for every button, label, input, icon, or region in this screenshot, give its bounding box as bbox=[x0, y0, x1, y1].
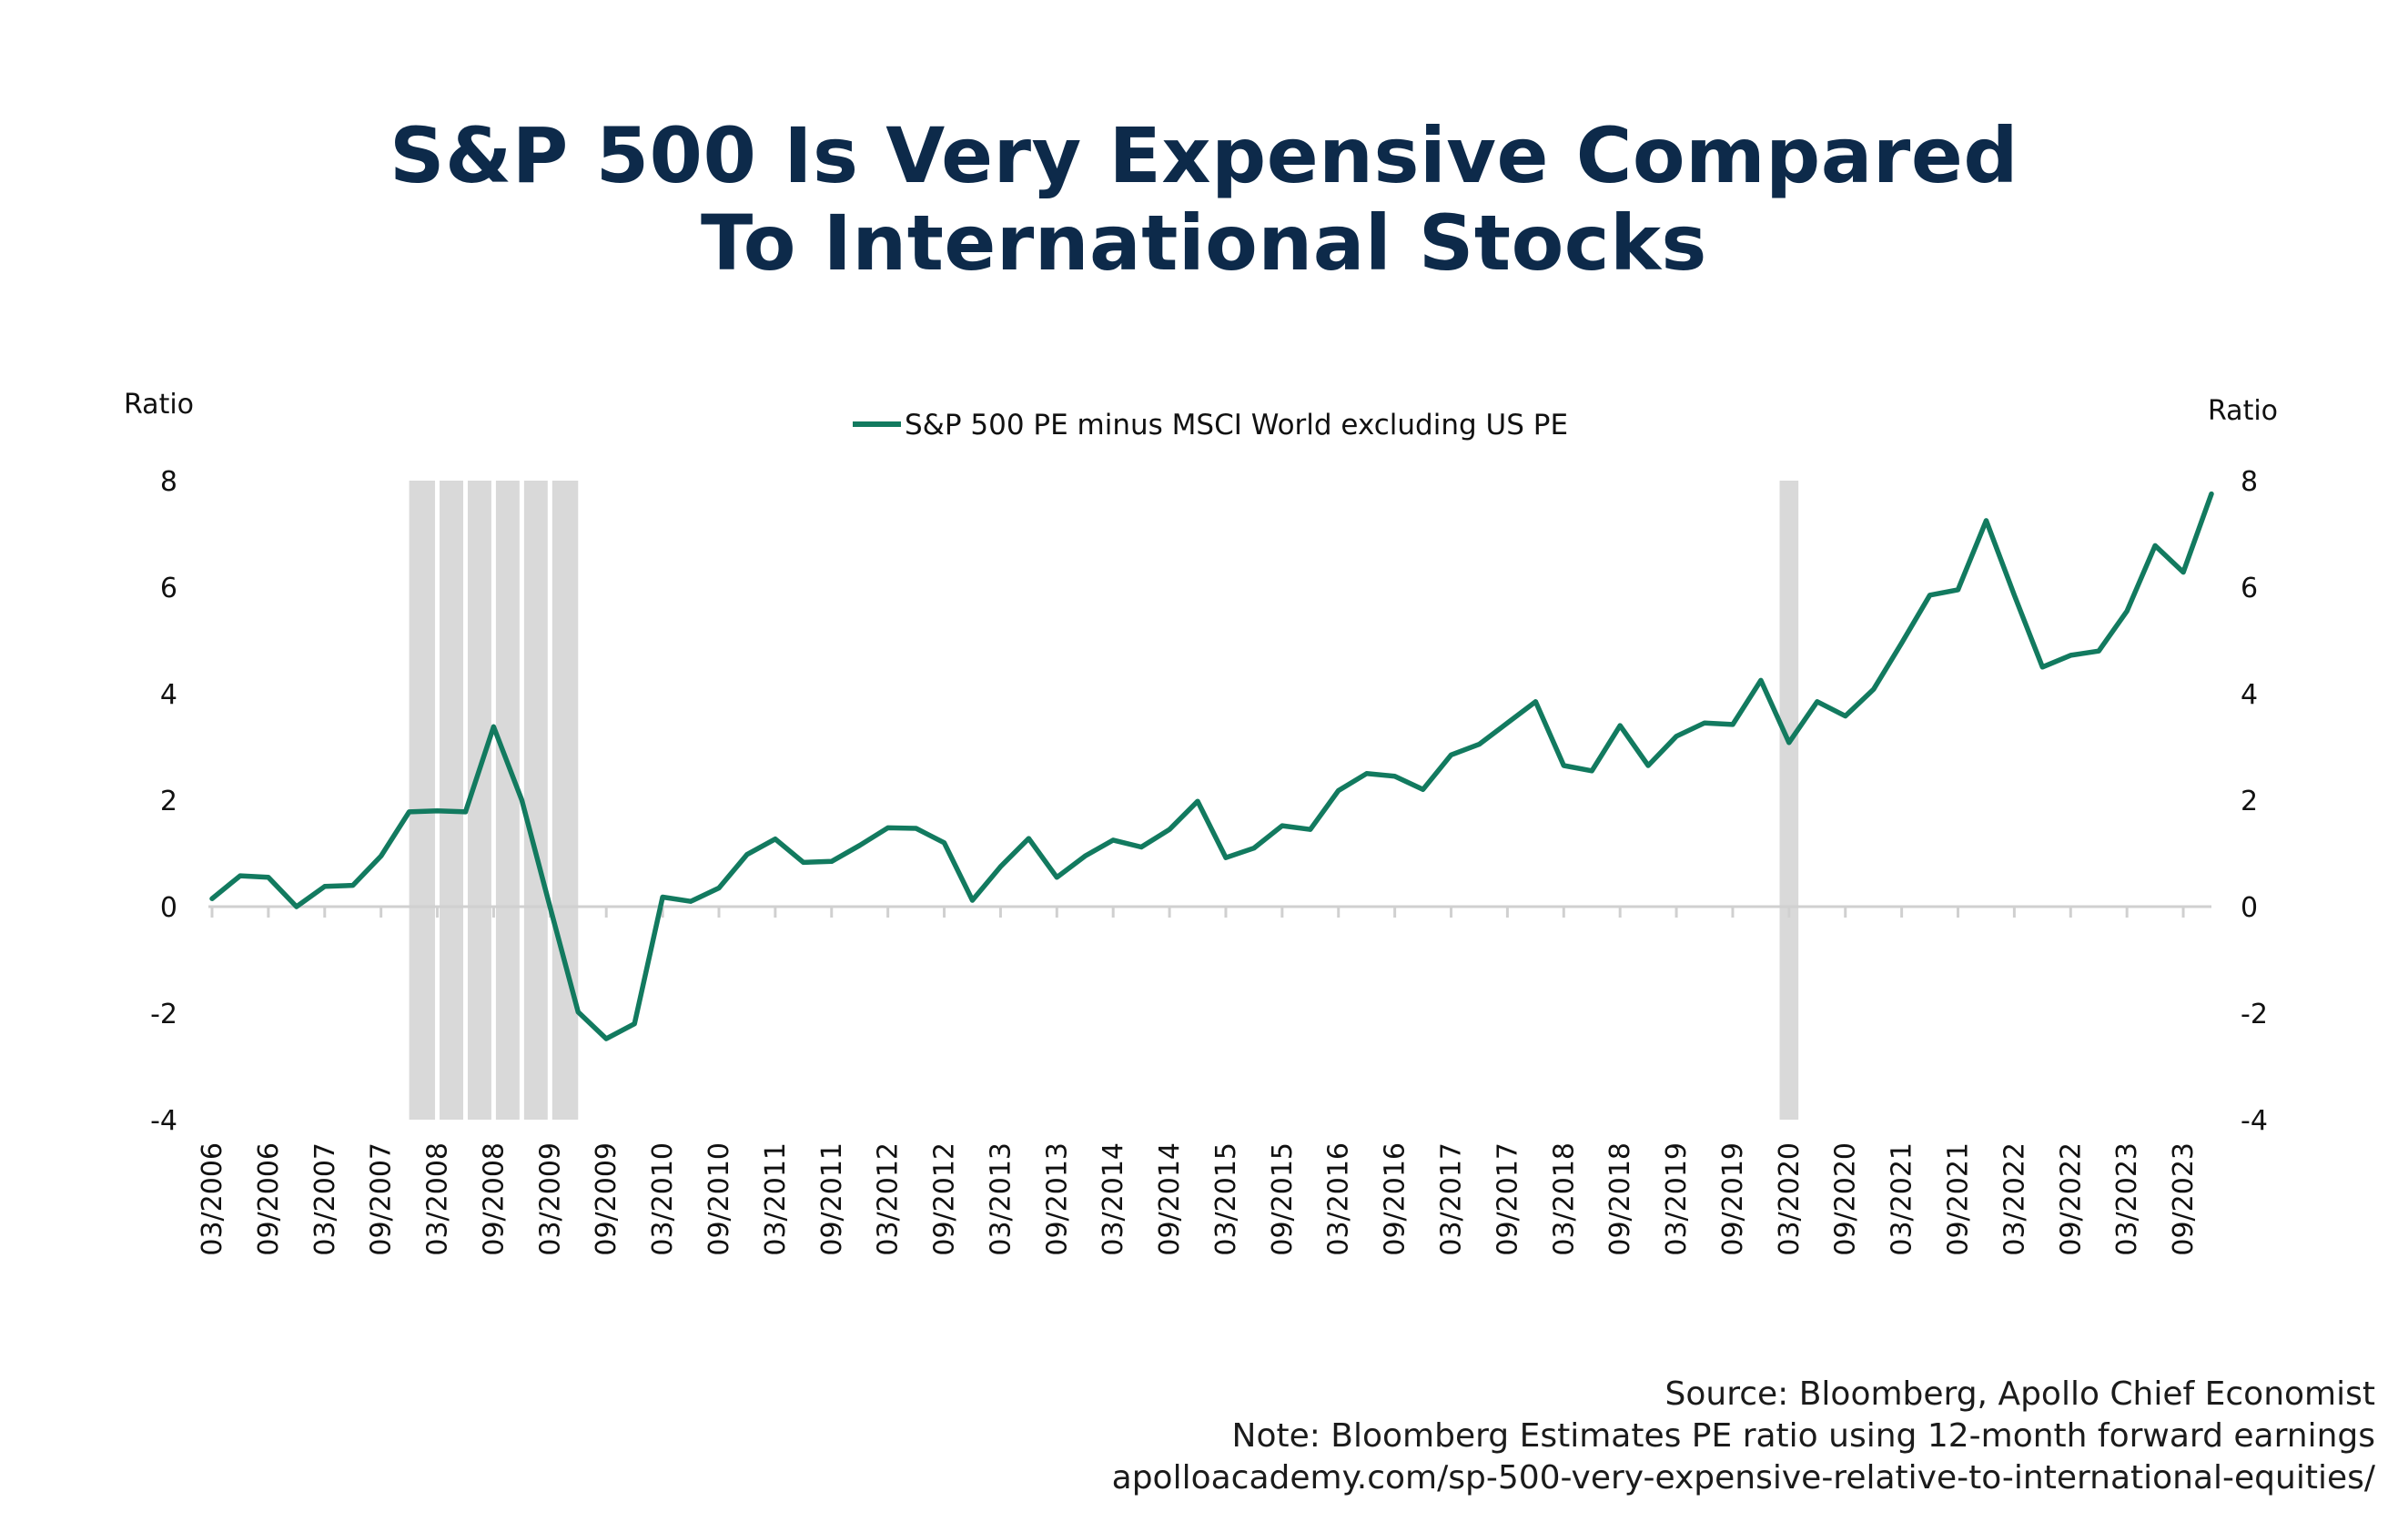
y-tick-label-left: 8 bbox=[160, 466, 177, 498]
y-tick-label-right: -2 bbox=[2241, 999, 2268, 1030]
recession-band-2 bbox=[1779, 481, 1799, 1120]
y-tick-label-right: 2 bbox=[2241, 786, 2258, 817]
y-tick-label-right: 0 bbox=[2241, 892, 2258, 924]
x-tick-label: 03/2011 bbox=[760, 1142, 792, 1256]
x-tick-label: 03/2012 bbox=[873, 1142, 905, 1256]
y-axis-title-right: Ratio bbox=[2208, 395, 2278, 427]
x-tick-label: 09/2022 bbox=[2055, 1142, 2087, 1256]
series-line-sp500-minus-msci bbox=[209, 491, 2214, 1041]
x-tick-label: 03/2022 bbox=[1998, 1142, 2030, 1256]
y-tick-label-left: 0 bbox=[160, 892, 177, 924]
x-tick-label: 09/2020 bbox=[1830, 1142, 1862, 1256]
x-tick-label: 09/2009 bbox=[591, 1142, 622, 1256]
x-tick-label: 09/2011 bbox=[816, 1142, 848, 1256]
x-tick-label: 03/2007 bbox=[309, 1142, 341, 1256]
y-tick-label-left: 4 bbox=[160, 679, 177, 711]
chart-title-line-2: To International Stocks bbox=[701, 198, 1707, 288]
x-tick-label: 03/2009 bbox=[534, 1142, 566, 1256]
x-tick-label: 03/2008 bbox=[422, 1142, 454, 1256]
x-tick-label: 03/2014 bbox=[1098, 1142, 1129, 1256]
y-tick-label-left: 6 bbox=[160, 573, 177, 604]
x-tick-label: 03/2020 bbox=[1774, 1142, 1806, 1256]
x-tick-label: 03/2017 bbox=[1436, 1142, 1468, 1256]
x-tick-label: 03/2006 bbox=[197, 1142, 228, 1256]
x-tick-label: 09/2021 bbox=[1943, 1142, 1975, 1256]
x-tick-label: 03/2023 bbox=[2111, 1142, 2143, 1256]
x-tick-label: 03/2013 bbox=[985, 1142, 1017, 1256]
x-tick-label: 03/2016 bbox=[1323, 1142, 1355, 1256]
x-tick-label: 09/2007 bbox=[366, 1142, 398, 1256]
x-tick-label: 09/2014 bbox=[1154, 1142, 1186, 1256]
x-tick-label: 09/2008 bbox=[478, 1142, 510, 1256]
x-tick-label: 09/2015 bbox=[1267, 1142, 1299, 1256]
x-tick-label: 09/2019 bbox=[1717, 1142, 1749, 1256]
x-tick-label: 09/2016 bbox=[1380, 1142, 1411, 1256]
x-tick-label: 03/2010 bbox=[647, 1142, 679, 1256]
y-tick-label-left: -2 bbox=[150, 999, 177, 1030]
x-tick-label: 09/2010 bbox=[703, 1142, 735, 1256]
x-tick-label: 03/2015 bbox=[1210, 1142, 1242, 1256]
x-tick-label: 09/2012 bbox=[929, 1142, 961, 1256]
footer-source: Source: Bloomberg, Apollo Chief Economis… bbox=[1664, 1375, 2376, 1413]
y-tick-label-right: 8 bbox=[2241, 466, 2258, 498]
y-tick-label-right: 6 bbox=[2241, 573, 2258, 604]
chart-title-line-1: S&P 500 Is Very Expensive Compared bbox=[390, 111, 2018, 200]
y-tick-label-right: 4 bbox=[2241, 679, 2258, 711]
y-tick-label-left: -4 bbox=[150, 1105, 177, 1137]
x-tick-label: 09/2018 bbox=[1604, 1142, 1636, 1256]
x-tick-label: 09/2017 bbox=[1492, 1142, 1523, 1256]
footer-note: Note: Bloomberg Estimates PE ratio using… bbox=[1231, 1417, 2375, 1455]
y-axis-title-left: Ratio bbox=[124, 389, 194, 421]
x-tick-label: 03/2021 bbox=[1887, 1142, 1918, 1256]
x-tick-label: 09/2006 bbox=[253, 1142, 285, 1256]
x-tick-label: 03/2019 bbox=[1661, 1142, 1693, 1256]
x-tick-label: 09/2013 bbox=[1041, 1142, 1073, 1256]
y-tick-label-left: 2 bbox=[160, 786, 177, 817]
x-tick-label: 03/2018 bbox=[1548, 1142, 1580, 1256]
legend-label: S&P 500 PE minus MSCI World excluding US… bbox=[905, 409, 1568, 441]
y-tick-label-right: -4 bbox=[2241, 1105, 2268, 1137]
footer-url: apolloacademy.com/sp-500-very-expensive-… bbox=[1111, 1459, 2375, 1497]
x-tick-label: 09/2023 bbox=[2168, 1142, 2200, 1256]
